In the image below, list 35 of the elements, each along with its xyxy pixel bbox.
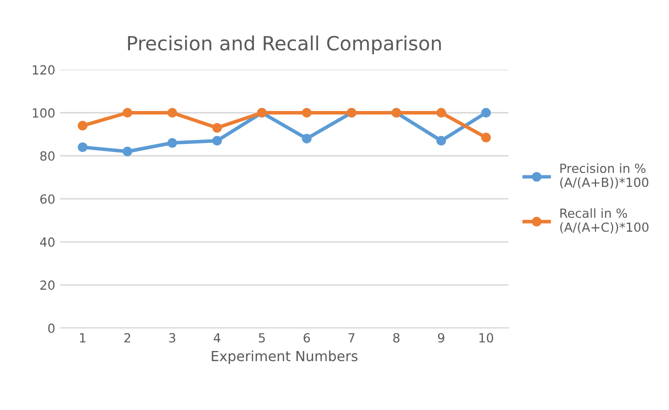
point: [481, 108, 491, 118]
x-tick-label: 9: [438, 333, 444, 343]
y-tick-label: 60: [40, 194, 55, 204]
legend-label: Precision in % (A/(A+B))*100: [560, 163, 648, 189]
y-tick-label: 100: [32, 108, 55, 118]
point: [78, 142, 88, 152]
point: [481, 132, 491, 142]
point: [302, 108, 312, 118]
y-tick-label: 20: [40, 280, 55, 290]
x-tick-label: 5: [258, 333, 265, 343]
point: [302, 134, 312, 144]
legend-label: Recall in % (A/(A+C))*100: [560, 208, 648, 234]
point: [167, 138, 178, 148]
y-tick-label: 40: [40, 237, 55, 247]
x-tick-label: 6: [304, 333, 310, 343]
x-tick-label: 3: [169, 333, 176, 343]
y-tick-label: 0: [48, 323, 55, 333]
point: [212, 136, 222, 146]
x-tick-label: 7: [348, 333, 354, 342]
chart-title: Precision and Recall Comparison: [128, 35, 441, 54]
y-tick-label: 80: [40, 151, 55, 161]
x-tick-label: 4: [214, 333, 220, 342]
x-tick-label: 2: [124, 333, 130, 342]
point: [436, 108, 446, 118]
x-tick-label: 1: [80, 333, 86, 342]
x-axis-title: Experiment Numbers: [212, 350, 358, 364]
point: [122, 108, 132, 118]
x-tick-label: 10: [479, 333, 494, 343]
point: [122, 146, 132, 156]
point: [78, 120, 88, 131]
y-tick-label: 120: [32, 65, 55, 75]
point: [167, 108, 178, 118]
x-tick-label: 8: [393, 333, 400, 343]
point: [436, 136, 446, 146]
point: [212, 122, 222, 133]
